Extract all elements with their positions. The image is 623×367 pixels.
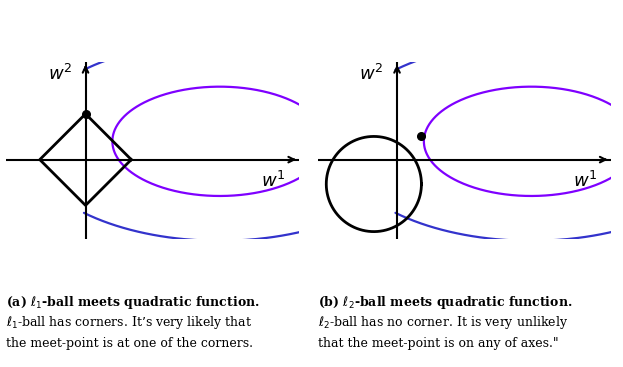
Text: $\ell_2$-ball has no corner. It is very unlikely
that the meet-point is on any o: $\ell_2$-ball has no corner. It is very … xyxy=(318,314,568,350)
Text: $w^1$: $w^1$ xyxy=(573,171,597,191)
Text: $w^2$: $w^2$ xyxy=(48,64,72,84)
Text: $w^2$: $w^2$ xyxy=(359,64,384,84)
Text: $\ell_1$-ball has corners. It’s very likely that
the meet-point is at one of the: $\ell_1$-ball has corners. It’s very lik… xyxy=(6,314,253,350)
Text: (b) $\ell_2$-ball meets quadratic function.: (b) $\ell_2$-ball meets quadratic functi… xyxy=(318,294,573,310)
Text: $w^1$: $w^1$ xyxy=(261,171,285,191)
Text: (a) $\ell_1$-ball meets quadratic function.: (a) $\ell_1$-ball meets quadratic functi… xyxy=(6,294,260,310)
